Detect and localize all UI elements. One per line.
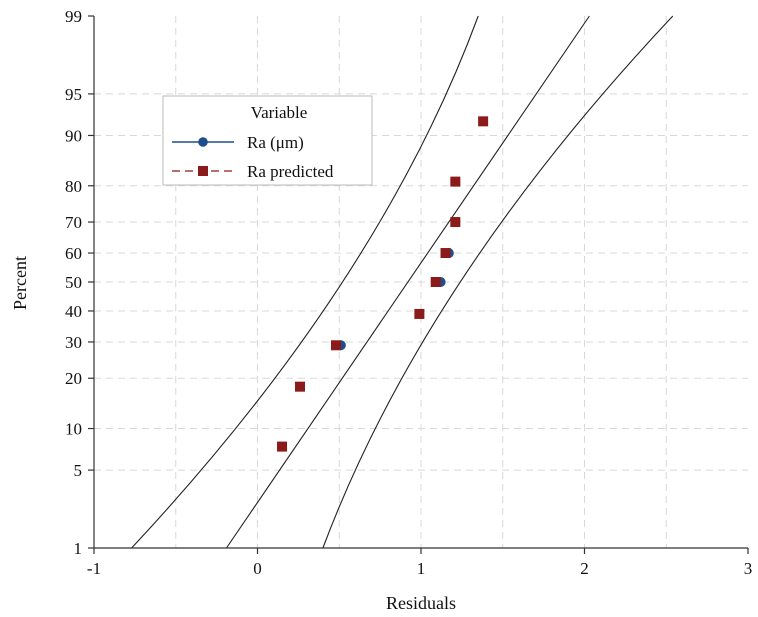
y-tick-label: 30 [65,333,82,352]
legend: Variable Ra (μm) Ra predicted [162,95,373,186]
data-points [277,116,489,452]
y-tick-label: 50 [65,273,82,292]
point-ra-predicted [330,340,341,351]
point-ra-predicted [440,248,451,259]
point-ra-predicted [450,217,461,228]
y-axis-title: Percent [10,256,30,310]
y-tick-label: 40 [65,302,82,321]
x-ticks: -1 0 1 2 3 [87,548,752,578]
x-tick-label: 2 [580,559,589,578]
x-tick-label: 3 [744,559,753,578]
y-tick-label: 10 [65,420,82,439]
y-ticks: 1 5 10 20 30 40 50 60 70 80 90 95 99 [65,7,94,558]
y-tick-label: 99 [65,7,82,26]
y-tick-label: 60 [65,244,82,263]
x-tick-label: 0 [253,559,262,578]
curve-lower-ci [131,15,479,549]
y-tick-label: 80 [65,177,82,196]
y-tick-label: 70 [65,213,82,232]
point-ra-predicted [478,116,489,127]
point-ra-predicted [414,308,425,319]
legend-label-ra: Ra (μm) [247,133,304,152]
y-tick-label: 20 [65,369,82,388]
fit-curves [131,15,674,549]
legend-marker-ra-predicted [198,166,208,176]
legend-box [162,95,373,186]
y-tick-label: 90 [65,126,82,145]
y-tick-label: 5 [74,461,83,480]
x-tick-label: -1 [87,559,101,578]
legend-label-ra-predicted: Ra predicted [247,162,334,181]
x-axis-title: Residuals [386,593,456,613]
point-ra-predicted [430,277,441,287]
legend-title: Variable [251,103,308,122]
y-tick-label: 95 [65,85,82,104]
point-ra-predicted [295,381,306,392]
curve-upper-ci [322,15,674,549]
point-ra-predicted [450,176,461,187]
point-ra-predicted [277,441,288,452]
legend-marker-ra [198,137,208,147]
y-tick-label: 1 [74,539,83,558]
curve-fit [225,15,590,549]
x-tick-label: 1 [417,559,426,578]
